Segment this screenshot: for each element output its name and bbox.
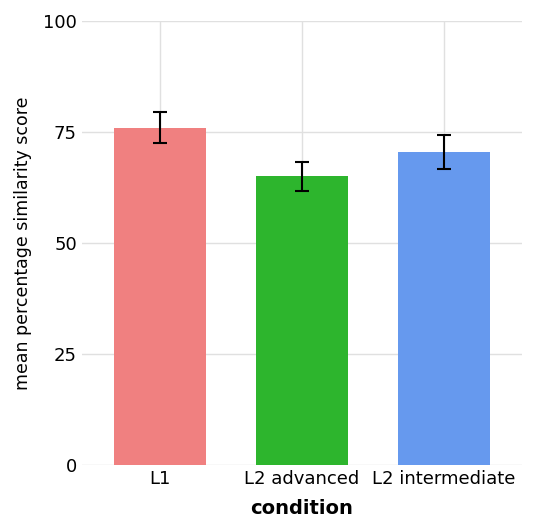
Y-axis label: mean percentage similarity score: mean percentage similarity score xyxy=(14,96,32,390)
Bar xyxy=(114,128,206,465)
X-axis label: condition: condition xyxy=(250,499,353,518)
Bar xyxy=(398,152,490,465)
Bar xyxy=(256,177,348,465)
